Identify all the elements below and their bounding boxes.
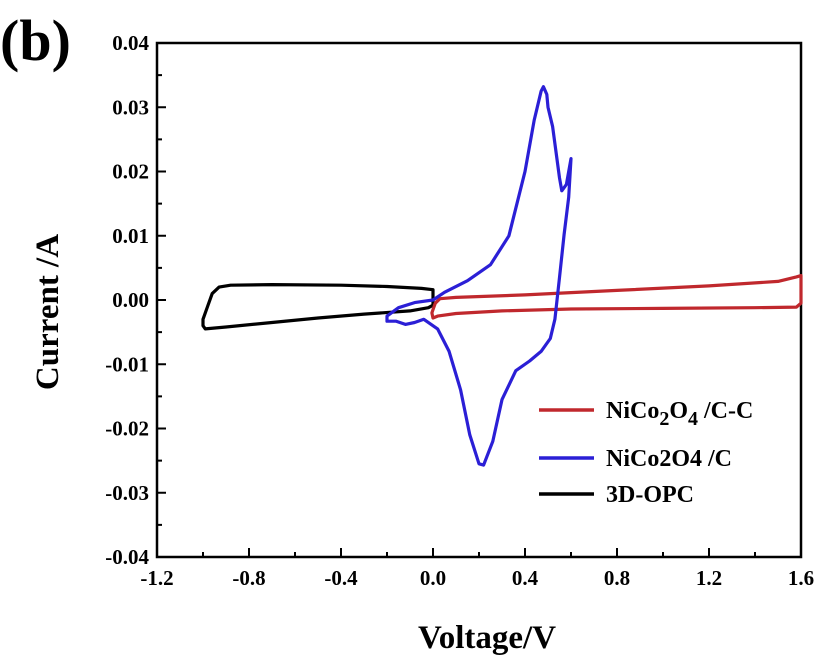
x-tick-label: -0.4 [324,566,358,590]
y-tick-label: 0.00 [112,288,149,312]
legend-label-nico2o4-c: NiCo2O4 /C [606,446,732,472]
x-tick-label: 1.6 [788,566,814,590]
plot-frame [155,41,803,559]
x-tick-label: 1.2 [696,566,722,590]
panel-label: (b) [0,8,71,73]
y-tick-label: 0.03 [112,95,149,119]
y-tick-label: 0.02 [112,160,149,184]
y-tick-label: 0.04 [112,31,149,55]
legend: NiCo2O4 /C-C NiCo2O4 /C 3D-OPC [539,398,753,508]
y-tick-label: -0.02 [105,417,149,441]
series-layer [201,85,803,467]
series-line-nico2o4-c-c [430,274,803,320]
x-axis-title: Voltage/V [418,620,556,656]
series-line-nico2o4-c [385,85,573,467]
x-tick-label: 0.0 [420,566,446,590]
y-tick-label: -0.04 [105,545,149,569]
legend-label-3d-opc: 3D-OPC [606,482,694,508]
x-tick-label: -1.2 [140,566,173,590]
y-axis: 0.04 0.03 0.02 0.01 0.00 -0.01 -0.02 -0.03 -0.04 [105,31,166,569]
y-tick-label: 0.01 [112,224,149,248]
y-axis-title: Current /A [30,234,66,390]
plot-area: -1.2 -0.8 -0.4 0.0 0.4 0.8 1.2 1.6 0.04 0.03 0.02… [105,31,814,590]
x-tick-label: 0.8 [604,566,630,590]
legend-label-nico2o4-c-c: NiCo2O4 /C-C [606,398,753,430]
y-tick-label: -0.03 [105,481,149,505]
y-tick-label: -0.01 [105,352,149,376]
x-tick-label: 0.4 [512,566,539,590]
x-axis: -1.2 -0.8 -0.4 0.0 0.4 0.8 1.2 1.6 [140,548,814,590]
x-tick-label: -0.8 [232,566,265,590]
